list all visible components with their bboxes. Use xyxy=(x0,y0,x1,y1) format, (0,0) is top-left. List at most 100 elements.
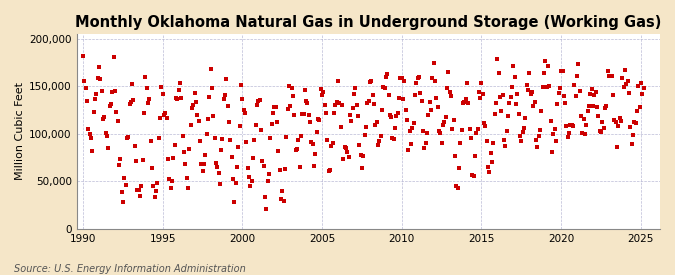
Point xyxy=(389,125,400,130)
Point xyxy=(521,83,532,88)
Point xyxy=(500,144,511,148)
Point xyxy=(533,134,544,138)
Point xyxy=(207,86,217,90)
Point xyxy=(489,112,500,116)
Point xyxy=(139,111,150,116)
Point xyxy=(342,149,353,154)
Point xyxy=(325,168,335,173)
Point xyxy=(98,117,109,121)
Point xyxy=(460,97,471,101)
Point xyxy=(599,106,610,110)
Point xyxy=(625,125,636,130)
Point xyxy=(181,176,192,180)
Point xyxy=(179,150,190,154)
Point xyxy=(87,148,98,153)
Point xyxy=(398,97,408,101)
Point xyxy=(400,108,411,112)
Point xyxy=(529,100,540,105)
Point xyxy=(296,134,306,139)
Point xyxy=(507,85,518,90)
Point xyxy=(463,101,474,105)
Point xyxy=(103,146,113,151)
Point xyxy=(359,133,370,137)
Point xyxy=(201,132,212,137)
Point xyxy=(281,134,292,139)
Point xyxy=(553,91,564,95)
Point xyxy=(222,104,233,109)
Point xyxy=(628,133,639,137)
Point xyxy=(300,88,310,92)
Point xyxy=(633,84,644,89)
Point xyxy=(149,194,160,199)
Point xyxy=(544,84,555,89)
Point xyxy=(374,139,385,143)
Point xyxy=(426,108,437,112)
Point xyxy=(221,77,232,82)
Point xyxy=(155,116,165,120)
Point xyxy=(208,113,219,118)
Point xyxy=(122,136,132,140)
Point xyxy=(230,180,241,185)
Point xyxy=(350,86,360,90)
Point xyxy=(455,141,466,145)
Text: Source: U.S. Energy Information Administration: Source: U.S. Energy Information Administ… xyxy=(14,264,245,274)
Point xyxy=(638,86,649,90)
Point xyxy=(568,124,578,128)
Point xyxy=(315,87,326,91)
Point xyxy=(395,76,406,81)
Point xyxy=(558,93,569,98)
Point xyxy=(78,54,88,58)
Point xyxy=(634,104,645,109)
Point xyxy=(450,154,460,158)
Point xyxy=(95,77,106,81)
Point xyxy=(422,131,433,135)
Point xyxy=(493,71,504,76)
Point xyxy=(83,127,94,131)
Point xyxy=(116,190,127,194)
Point xyxy=(220,93,231,97)
Point xyxy=(217,137,228,141)
Point xyxy=(322,138,333,142)
Point xyxy=(385,113,396,117)
Point xyxy=(321,110,331,115)
Point xyxy=(416,98,427,103)
Point xyxy=(257,158,268,163)
Point xyxy=(313,117,323,121)
Point xyxy=(227,177,238,181)
Point xyxy=(562,135,573,139)
Point xyxy=(319,103,330,107)
Point xyxy=(198,162,209,166)
Point xyxy=(117,200,128,205)
Point xyxy=(516,139,526,143)
Point xyxy=(613,123,624,128)
Point xyxy=(141,86,152,90)
Point xyxy=(249,138,260,143)
Point xyxy=(146,166,157,170)
Point xyxy=(202,117,213,121)
Point xyxy=(396,76,407,80)
Point xyxy=(355,152,366,157)
Point xyxy=(245,184,256,188)
Point xyxy=(517,130,528,134)
Point xyxy=(620,68,630,72)
Point xyxy=(285,103,296,108)
Point xyxy=(362,101,373,105)
Point xyxy=(454,166,464,170)
Point xyxy=(591,89,601,94)
Point xyxy=(314,118,325,122)
Point xyxy=(375,134,386,139)
Point xyxy=(194,138,205,143)
Point xyxy=(577,131,588,136)
Point xyxy=(470,131,481,135)
Point xyxy=(197,169,208,174)
Point xyxy=(101,134,112,138)
Point xyxy=(418,129,429,133)
Point xyxy=(370,123,381,127)
Point xyxy=(447,127,458,132)
Point xyxy=(167,178,178,183)
Point xyxy=(531,138,541,142)
Point xyxy=(151,189,161,194)
Point xyxy=(437,123,448,128)
Point xyxy=(120,183,131,187)
Point xyxy=(364,80,375,84)
